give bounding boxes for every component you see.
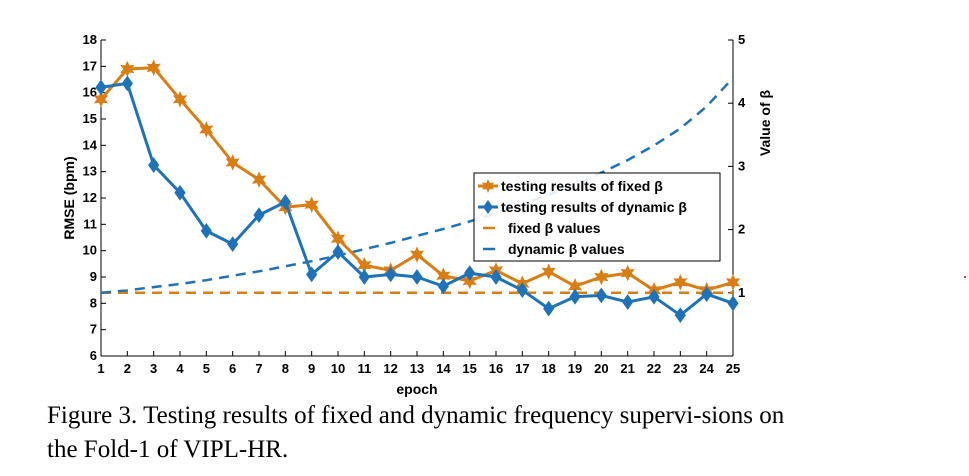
x-tick-label: 21	[620, 361, 634, 376]
x-tick-label: 3	[150, 361, 157, 376]
dynamic-rmse-point	[385, 266, 397, 283]
dynamic-rmse-point	[727, 295, 739, 312]
fixed-rmse-point	[251, 171, 267, 188]
legend-label: testing results of dynamic β	[501, 199, 687, 215]
fixed-rmse-point	[304, 196, 319, 213]
y2-tick-label: 5	[738, 32, 745, 47]
x-tick-label: 18	[541, 361, 555, 376]
dynamic-rmse-point	[95, 79, 107, 96]
y2-tick-label: 2	[738, 222, 745, 237]
fixed-rmse-point	[146, 59, 161, 76]
dynamic-rmse-point	[543, 300, 555, 317]
fixed-rmse-point	[620, 264, 635, 282]
y-tick-label: 11	[83, 216, 97, 231]
x-tick-label: 24	[699, 361, 714, 376]
x-tick-label: 9	[308, 361, 315, 376]
fixed-rmse-point	[172, 91, 188, 108]
x-tick-label: 17	[515, 361, 529, 376]
y2-axis-label: Value of β	[757, 89, 773, 156]
y-tick-label: 8	[90, 295, 97, 310]
legend-label: dynamic β values	[508, 241, 625, 257]
x-tick-label: 15	[462, 361, 476, 376]
dynamic-rmse-point	[411, 269, 423, 285]
dynamic-rmse-point	[464, 265, 476, 281]
x-tick-label: 13	[410, 361, 424, 376]
y-tick-label: 15	[83, 111, 97, 126]
x-tick-label: 23	[673, 361, 687, 376]
y-tick-label: 7	[90, 322, 97, 337]
fixed-rmse-point	[594, 268, 609, 286]
x-tick-label: 25	[726, 361, 740, 376]
y-tick-label: 17	[83, 58, 97, 73]
dynamic-rmse-point	[622, 294, 634, 310]
chart: 1 2 3 4 5 6 7 8 9 10 11 12 13 14 15 16 17 18 19 20 21 22 23 24 2…	[61, 32, 773, 397]
legend: testing results of fixed β testing result…	[473, 172, 721, 262]
dynamic-rmse-point	[516, 282, 528, 299]
y-tick-label: 12	[83, 190, 97, 205]
dynamic-rmse-point	[332, 244, 344, 260]
x-tick-label: 10	[331, 361, 345, 376]
dynamic-rmse-point	[595, 287, 607, 304]
dynamic-beta-line	[100, 77, 734, 295]
y2-tick-label: 4	[738, 95, 746, 110]
dynamic-rmse-point	[253, 207, 265, 223]
x-axis-label: epoch	[396, 381, 437, 397]
dynamic-rmse-point	[121, 75, 133, 92]
fixed-rmse-point	[93, 91, 109, 108]
dynamic-rmse-point	[674, 307, 686, 324]
dynamic-rmse-point	[200, 223, 212, 239]
x-tick-label: 1	[97, 361, 104, 376]
x-tick-label: 11	[357, 361, 371, 376]
stray-red-dot	[964, 276, 966, 278]
axes: 1 2 3 4 5 6 7 8 9 10 11 12 13 14 15 16 17 18 19 20 21 22 23 24 2…	[83, 32, 746, 376]
dynamic-rmse-point	[701, 286, 713, 302]
y-tick-label: 9	[90, 269, 97, 284]
x-tick-label: 6	[229, 361, 236, 376]
legend-marker	[481, 179, 495, 193]
y-tick-label: 14	[83, 137, 98, 152]
fixed-rmse-point	[409, 246, 425, 263]
fixed-rmse-point	[725, 274, 741, 291]
dynamic-rmse-point	[227, 236, 239, 252]
legend-label: fixed β values	[508, 220, 601, 236]
legend-label: testing results of fixed β	[501, 178, 663, 194]
x-tick-label: 20	[594, 361, 608, 376]
legend-marker	[483, 200, 493, 214]
x-tick-label: 14	[436, 361, 451, 376]
y2-tick-label: 3	[738, 158, 745, 173]
dynamic-rmse-point	[174, 184, 186, 201]
dynamic-rmse-point	[437, 278, 449, 295]
y-tick-label: 13	[83, 164, 97, 179]
x-tick-label: 2	[124, 361, 131, 376]
x-tick-label: 4	[176, 361, 184, 376]
x-tick-label: 12	[383, 361, 397, 376]
x-tick-label: 22	[647, 361, 661, 376]
y2-tick-label: 1	[738, 285, 745, 300]
dynamic-rmse-point	[569, 288, 581, 305]
figure-caption: Figure 3. Testing results of fixed and d…	[47, 402, 785, 463]
fixed-rmse-point	[673, 274, 688, 291]
y-tick-label: 16	[83, 85, 97, 100]
y-tick-label: 18	[83, 32, 97, 47]
fixed-rmse-point	[225, 154, 240, 171]
y-tick-label: 6	[90, 348, 97, 363]
legend-box	[473, 172, 721, 262]
dynamic-rmse-point	[279, 194, 291, 210]
dynamic-rmse-point	[358, 269, 370, 285]
dynamic-rmse-point	[306, 266, 318, 283]
x-tick-label: 5	[203, 361, 210, 376]
series-layer	[93, 59, 741, 324]
fixed-rmse-point	[199, 121, 214, 138]
dynamic-rmse-point	[148, 157, 160, 173]
x-tick-label: 16	[489, 361, 503, 376]
y-axis-label: RMSE (bpm)	[61, 156, 77, 239]
x-tick-label: 7	[255, 361, 262, 376]
dynamic-rmse-point	[490, 269, 502, 285]
dynamic-rmse-point	[648, 288, 660, 305]
x-tick-label: 8	[282, 361, 289, 376]
fixed-rmse-point	[541, 263, 556, 280]
y-tick-label: 10	[83, 243, 97, 258]
x-tick-label: 19	[568, 361, 582, 376]
